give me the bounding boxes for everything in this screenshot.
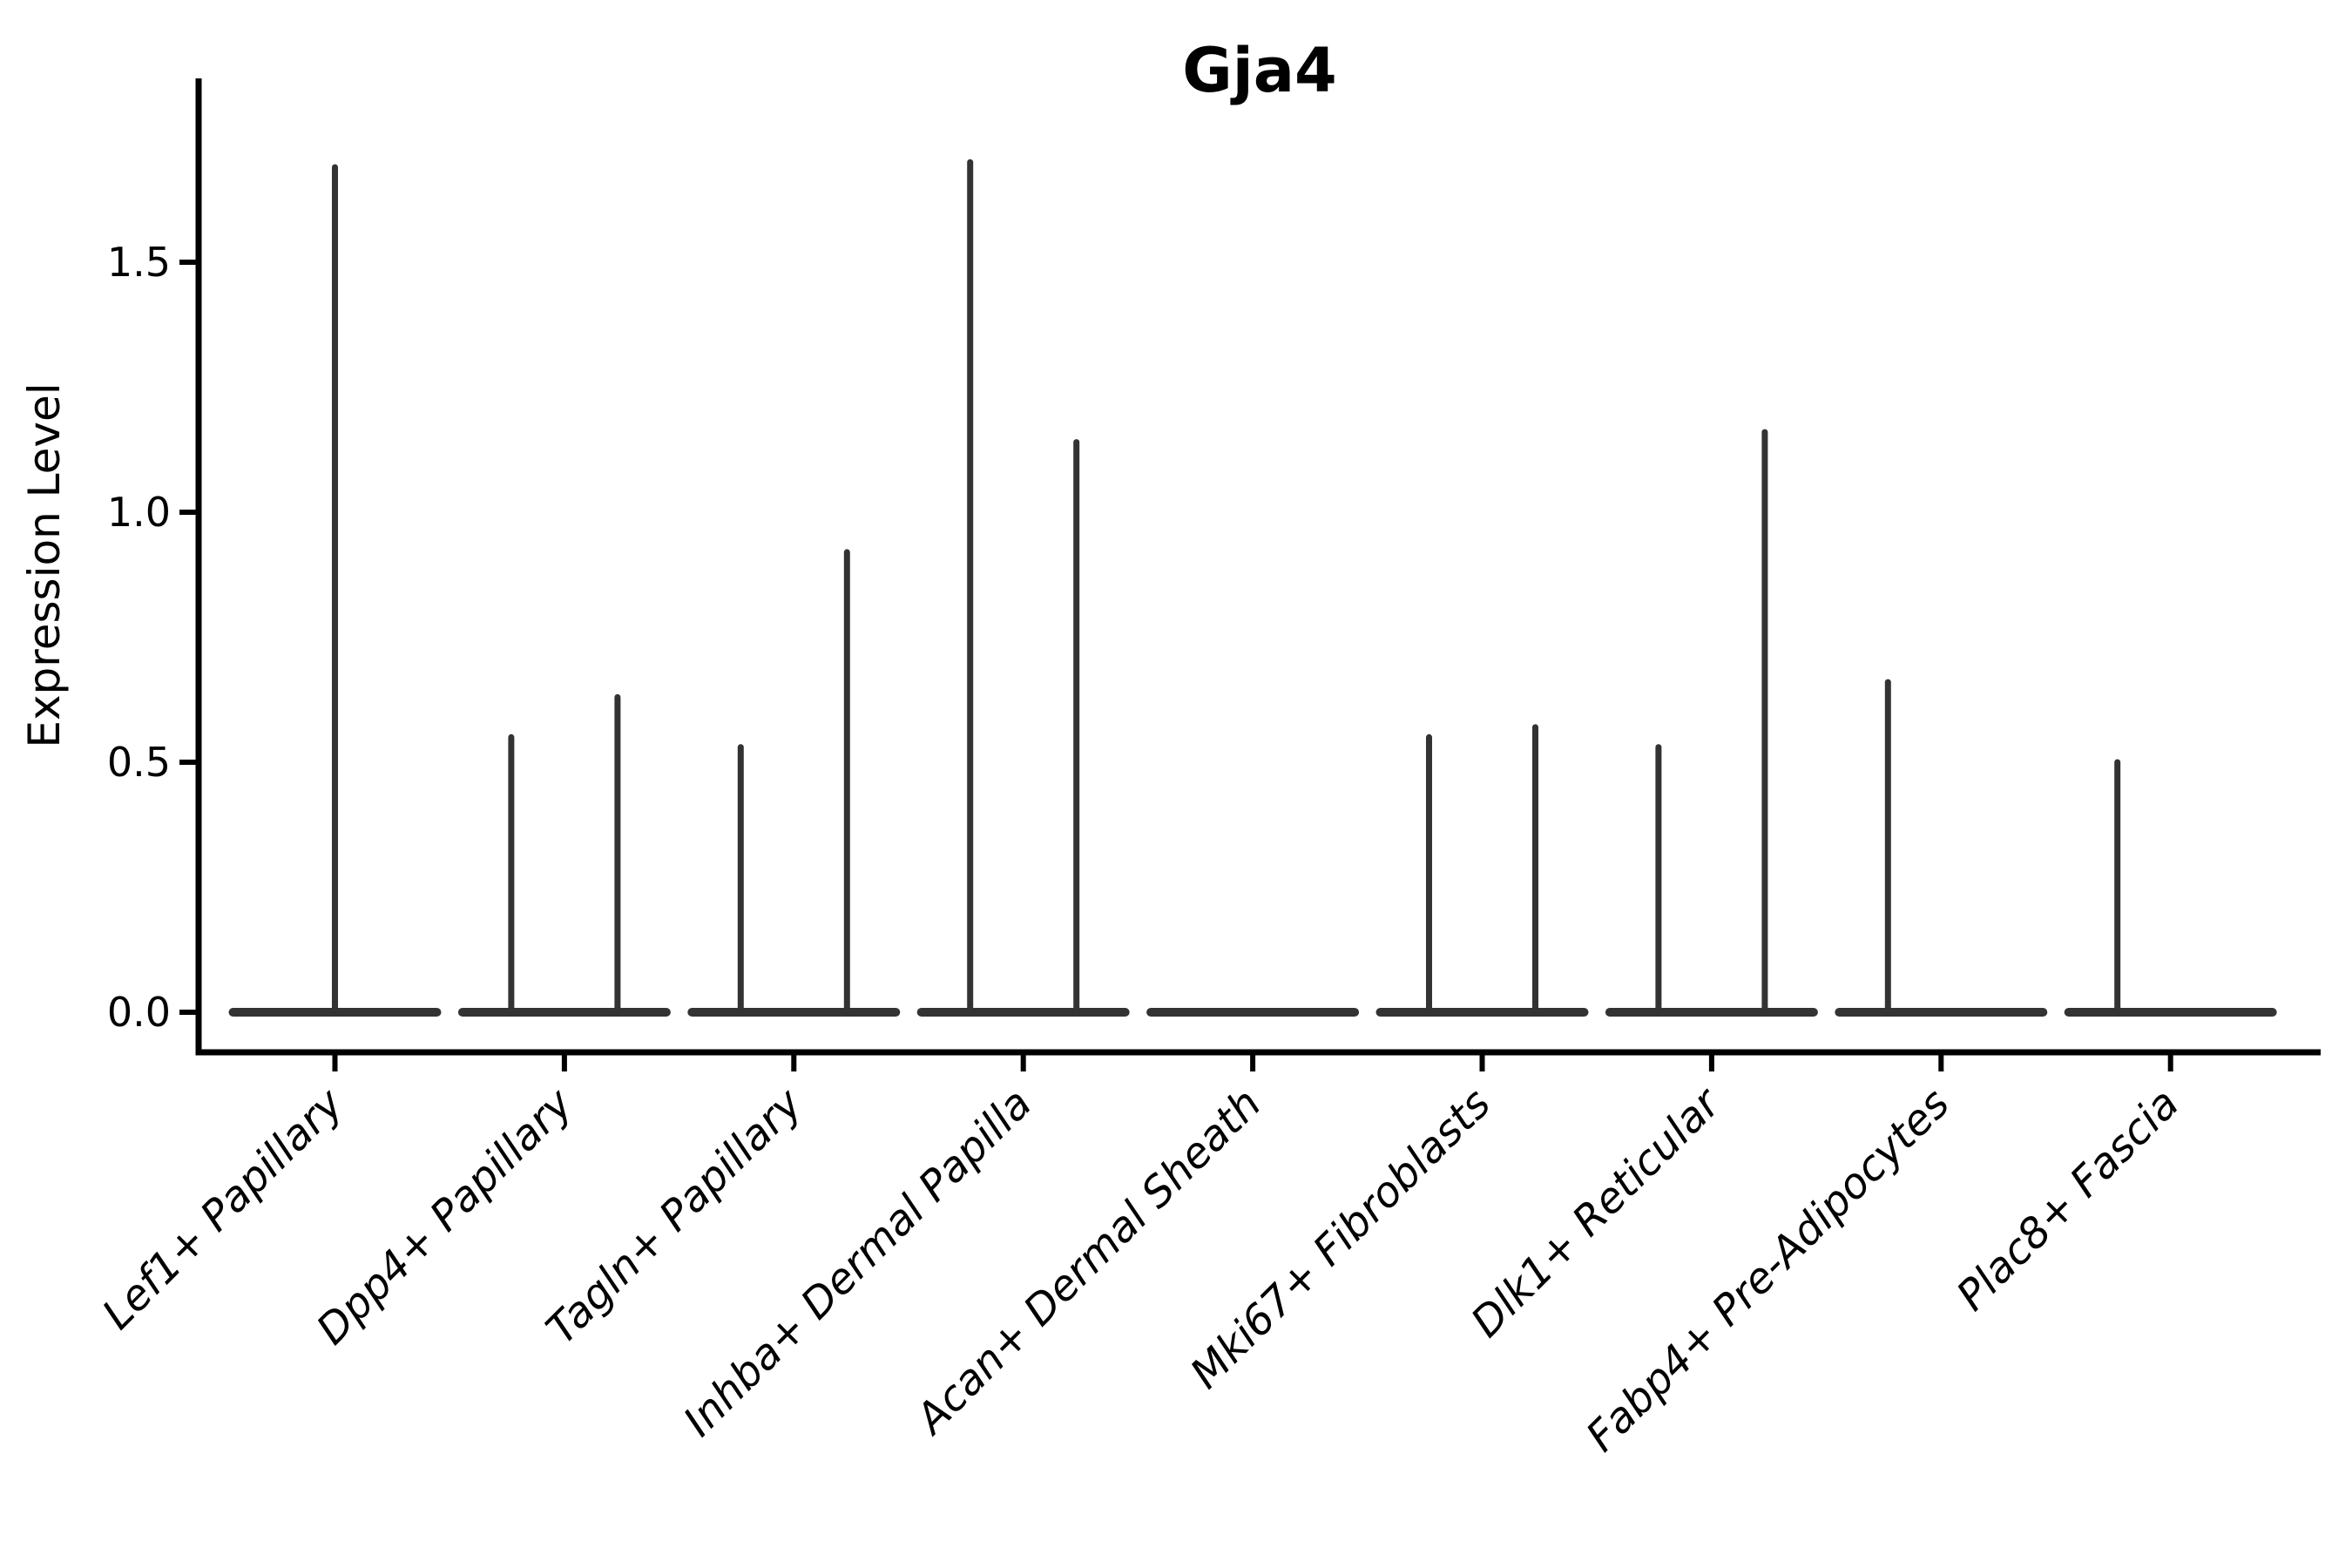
violin-group	[916, 159, 1130, 1017]
violin-group	[2064, 759, 2277, 1017]
y-axis-ticks: 0.0 0.5 1.0 1.5	[107, 239, 199, 1036]
violin-group	[1146, 1008, 1360, 1017]
violin-zero-density-bar	[687, 1008, 901, 1017]
x-tick-label: Dpp4+ Papillary	[308, 1078, 583, 1354]
plot-title: Gja4	[1182, 35, 1336, 106]
violin-group	[687, 549, 901, 1017]
y-tick-label: 0.0	[107, 989, 171, 1036]
x-tick-label: Lef1+ Papillary	[93, 1078, 354, 1339]
violin-group	[457, 693, 671, 1017]
violin-group	[1605, 429, 1818, 1017]
violin-zero-density-bar	[2064, 1008, 2277, 1017]
x-tick-label: Dlk1+ Reticular	[1462, 1078, 1732, 1348]
y-tick-label: 1.5	[107, 239, 171, 286]
violin-group	[228, 164, 442, 1017]
y-axis-label: Expression Level	[19, 382, 70, 747]
x-tick-label: Plac8+ Fascia	[1948, 1079, 2189, 1321]
y-tick-label: 0.5	[107, 739, 171, 786]
axis-spines	[195, 78, 2321, 1056]
violin-group	[1835, 679, 2048, 1017]
violin-zero-density-bar	[1835, 1008, 2048, 1017]
violin-zero-density-bar	[1146, 1008, 1360, 1017]
violin-zero-density-bar	[1375, 1008, 1589, 1017]
x-tick-label: Tagln+ Papillary	[537, 1078, 813, 1354]
x-tick-label: Fabp4+ Pre-Adipocytes	[1577, 1079, 1959, 1462]
y-tick-label: 1.0	[107, 489, 171, 536]
violins-layer	[228, 159, 2277, 1017]
violin-zero-density-bar	[457, 1008, 671, 1017]
violin-zero-density-bar	[1605, 1008, 1818, 1017]
violin-group	[1375, 724, 1589, 1017]
violin-zero-density-bar	[916, 1008, 1130, 1017]
